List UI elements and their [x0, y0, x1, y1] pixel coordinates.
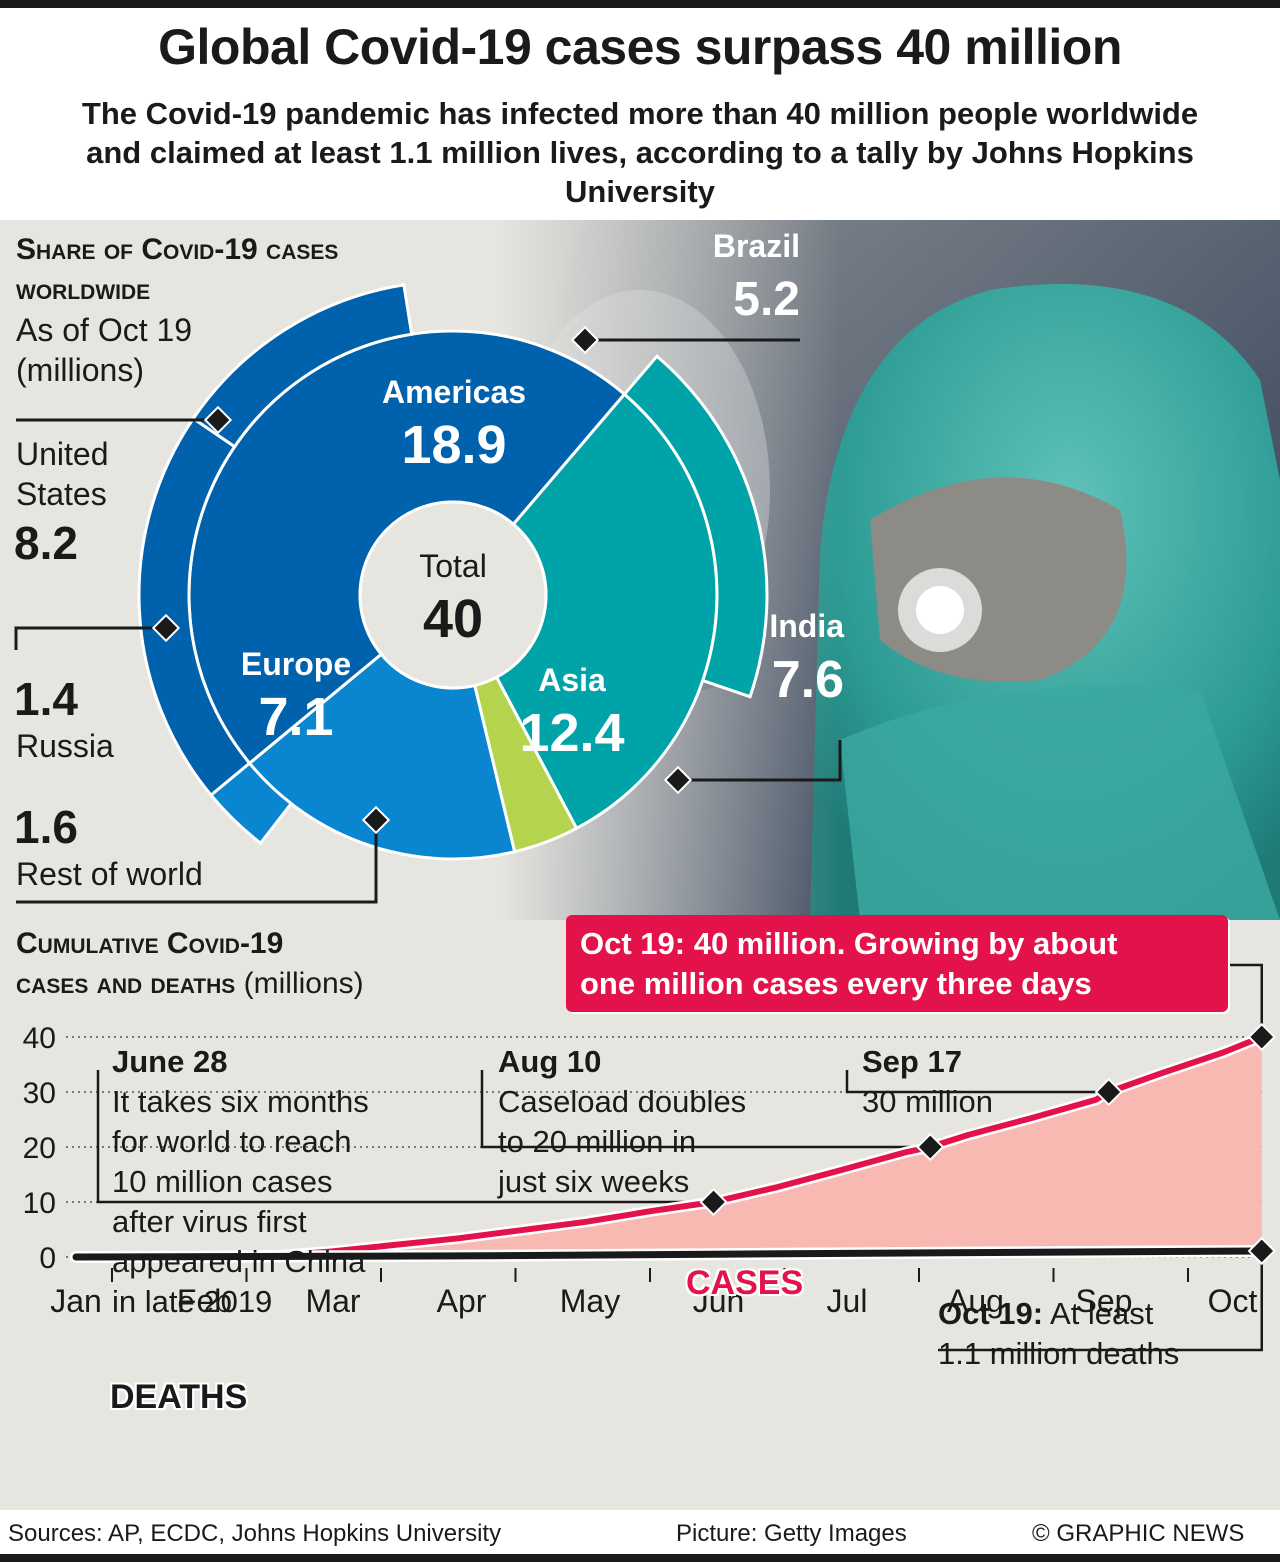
us-value: 8.2: [14, 517, 78, 569]
aug-annotation: Aug 10 Caseload doubles to 20 million in…: [498, 1042, 818, 1202]
share-heading-line1: Share of Covid-19 cases: [16, 233, 339, 266]
footer: Sources: AP, ECDC, Johns Hopkins Univers…: [0, 1512, 1280, 1554]
india-leader-marker: [663, 765, 693, 795]
deaths-series-label: DEATHS: [110, 1378, 248, 1416]
june-annotation: June 28 It takes six months for world to…: [112, 1042, 432, 1322]
cases-marker: [1094, 1077, 1123, 1107]
infographic-panel: Share of Covid-19 cases worldwide As of …: [0, 220, 1280, 1510]
asia-value: 12.4: [519, 703, 625, 763]
x-tick-label: May: [560, 1283, 620, 1319]
page-title: Global Covid-19 cases surpass 40 million: [158, 19, 1122, 75]
russia-leader-marker: [151, 613, 181, 643]
june-annotation-line: in late 2019: [112, 1284, 273, 1319]
europe-value: 7.1: [258, 687, 334, 747]
aug-annotation-line: Caseload doubles: [498, 1084, 747, 1119]
oct-19-callout: Oct 19: 40 million. Growing by about one…: [566, 915, 1228, 1012]
callout-line1: Oct 19: 40 million. Growing by about: [580, 926, 1118, 961]
cumulative-line-chart: 0 10 20 30 40 Jan Feb Mar Apr May Jun Jul Aug Sep Oct: [23, 963, 1276, 1352]
us-label: United States: [16, 436, 109, 512]
rest-of-world-label: Rest of world: [16, 856, 203, 892]
aug-annotation-line: to 20 million in: [498, 1124, 697, 1159]
donut-center: [358, 500, 548, 690]
row-leader-marker: [361, 805, 391, 835]
india-label: India: [769, 608, 844, 644]
callout-line2: one million cases every three days: [580, 966, 1092, 1001]
deaths-marker: [1247, 1236, 1276, 1266]
outer-ring-slice-brazil: [191, 283, 414, 449]
share-date: As of Oct 19: [16, 312, 193, 348]
total-value: 40: [422, 589, 484, 649]
x-tick-label: Sep: [1076, 1283, 1133, 1319]
june-annotation-line: after virus first: [112, 1204, 307, 1239]
deaths-line: [72, 1247, 1266, 1261]
russia-label: Russia: [16, 728, 114, 764]
y-tick-label: 30: [23, 1077, 56, 1110]
india-value: 7.6: [771, 651, 844, 709]
x-tick-label: Jan: [50, 1283, 102, 1319]
india-leader-line: [678, 740, 842, 782]
june-annotation-line: appeared in China: [112, 1244, 366, 1279]
sources-credit: Sources: AP, ECDC, Johns Hopkins Univers…: [8, 1520, 502, 1547]
june-annotation-line: for world to reach: [112, 1124, 352, 1159]
outer-ring-slice-russia: [208, 761, 294, 846]
cases-marker: [699, 1187, 728, 1217]
cases-area-fill: [76, 1037, 1262, 1257]
row-leader-line: [16, 820, 378, 904]
deaths-leader-line: [938, 1250, 1263, 1352]
russia-value: 1.4: [14, 673, 78, 725]
aug-leader-line: [480, 1070, 931, 1149]
brazil-value: 5.2: [733, 273, 800, 326]
y-tick-label: 20: [23, 1132, 56, 1165]
deaths-annotation: Oct 19: At least 1.1 million deaths: [938, 1294, 1258, 1374]
us-leader-marker: [203, 405, 233, 435]
share-donut-chart: [14, 283, 842, 904]
june-annotation-date: June 28: [112, 1044, 228, 1079]
bottom-rule: [0, 1554, 1280, 1562]
share-units: (millions): [16, 352, 144, 388]
aug-annotation-date: Aug 10: [498, 1044, 602, 1079]
brazil-label: Brazil: [712, 228, 800, 264]
x-tick-label: Feb: [177, 1283, 232, 1319]
sep-annotation: Sep 17 30 million: [862, 1042, 1102, 1122]
cases-marker: [1247, 1022, 1276, 1052]
y-tick-label: 0: [39, 1242, 56, 1275]
x-tick-label: Oct: [1208, 1283, 1258, 1319]
y-tick-label: 40: [23, 1022, 56, 1055]
picture-credit: Picture: Getty Images: [676, 1520, 907, 1547]
sep-annotation-line: 30 million: [862, 1084, 993, 1119]
x-tick-label: Aug: [947, 1283, 1004, 1319]
june-annotation-line: 10 million cases: [112, 1164, 333, 1199]
sep-leader-line: [845, 1070, 1109, 1094]
graphic-news-credit: © GRAPHIC NEWS: [1032, 1520, 1245, 1547]
brazil-leader-marker: [570, 325, 600, 355]
cumulative-heading-line2: cases and deaths (millions): [16, 967, 364, 1000]
cumulative-heading-line1: Cumulative Covid-19: [16, 927, 284, 960]
deaths-annotation-line2: 1.1 million deaths: [938, 1336, 1180, 1371]
cases-series-label: CASES: [686, 1264, 804, 1302]
x-tick-label: Apr: [437, 1283, 487, 1319]
top-rule: [0, 0, 1280, 8]
aug-annotation-line: just six weeks: [498, 1164, 690, 1199]
sep-annotation-date: Sep 17: [862, 1044, 962, 1079]
total-label: Total: [419, 548, 487, 584]
cases-marker: [916, 1132, 945, 1162]
callout-leader-line: [1228, 963, 1263, 1037]
share-heading-line2: worldwide: [16, 273, 151, 306]
june-annotation-line: It takes six months: [112, 1084, 369, 1119]
americas-label: Americas: [381, 374, 527, 410]
x-tick-label: Jun: [693, 1283, 745, 1319]
rest-of-world-value: 1.6: [14, 801, 78, 853]
x-tick-label: Jul: [827, 1283, 868, 1319]
june-leader-line: [96, 1070, 714, 1204]
page-subtitle: The Covid-19 pandemic has infected more …: [81, 96, 1199, 209]
americas-value: 18.9: [401, 415, 507, 475]
deaths-annotation-text: At least: [1050, 1296, 1154, 1331]
russia-leader-line: [14, 626, 166, 650]
europe-label: Europe: [240, 646, 352, 682]
deaths-annotation-date: Oct 19:: [938, 1296, 1044, 1331]
y-tick-label: 10: [23, 1187, 56, 1220]
x-tick-label: Mar: [305, 1283, 360, 1319]
outer-ring-slice-india: [622, 354, 769, 699]
asia-label: Asia: [538, 662, 606, 698]
